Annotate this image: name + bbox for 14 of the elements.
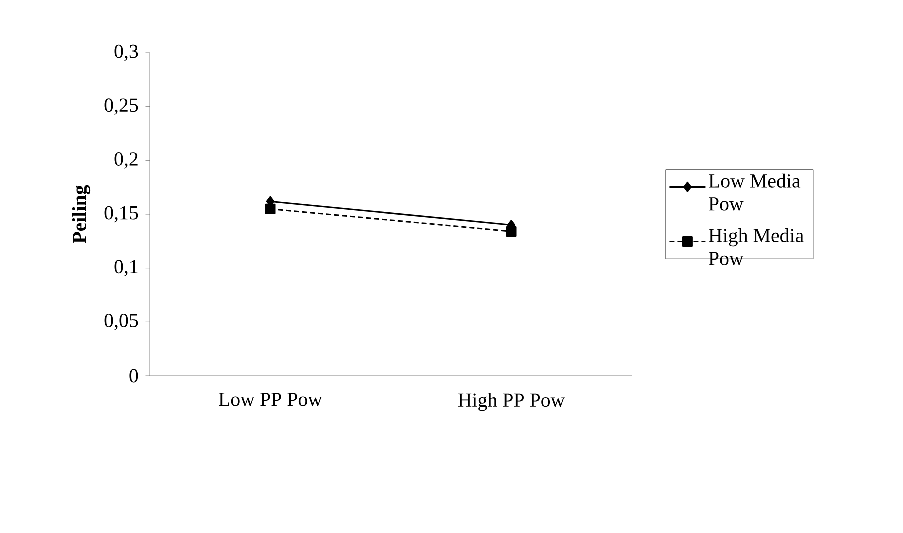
point	[265, 204, 276, 214]
y-tick-label: 0	[130, 369, 138, 383]
point	[506, 226, 517, 237]
y-tick-label: 0,2	[114, 152, 138, 169]
x-tick-label: High PP Pow	[458, 393, 566, 412]
y-tick-label: 0,1	[114, 260, 138, 276]
y-tick-label: 0,05	[104, 314, 138, 330]
legend-label: Low Media Pow	[709, 174, 801, 211]
y-tick-label: 0,15	[104, 206, 138, 223]
x-tick-label: Low PP Pow	[219, 393, 322, 406]
y-axis-title: Peiling	[72, 185, 91, 244]
y-tick-label: 0,25	[104, 98, 138, 115]
legend-label: High Media Pow	[709, 228, 804, 266]
y-tick-label: 0,3	[114, 44, 138, 62]
